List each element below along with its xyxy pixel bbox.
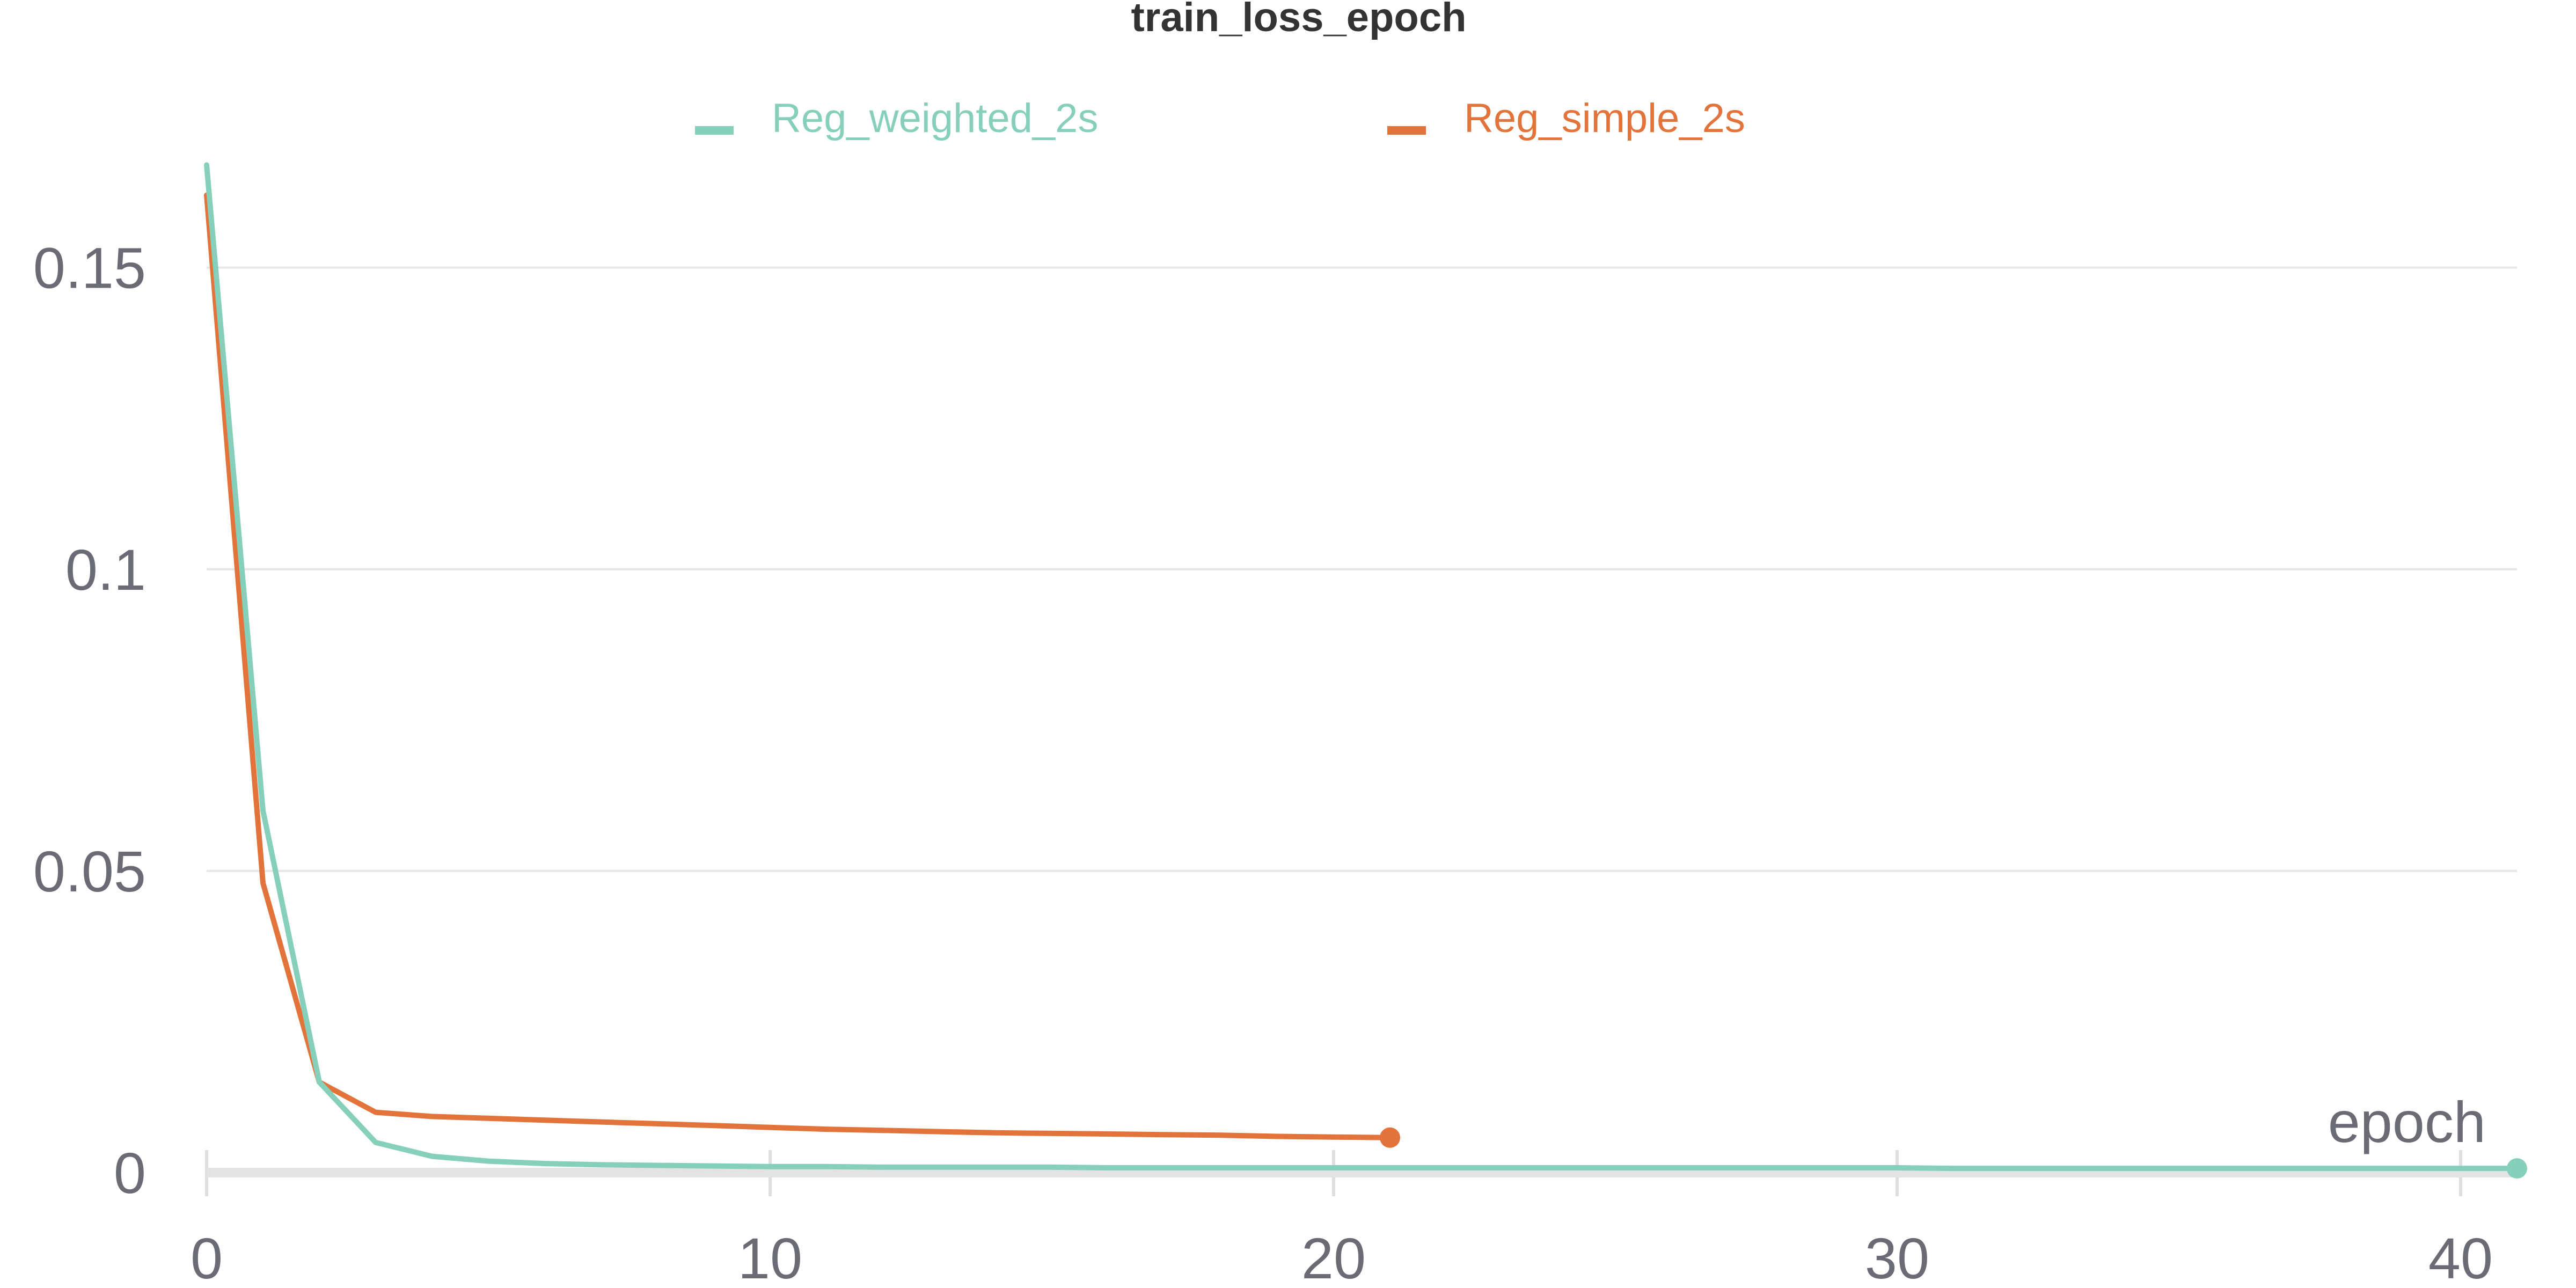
y-tick-label-0: 0 bbox=[114, 1140, 146, 1205]
x-tick-label-4: 40 bbox=[2428, 1226, 2493, 1288]
x-axis-title: epoch bbox=[2328, 1089, 2486, 1154]
series-line-1 bbox=[204, 192, 1393, 1140]
y-tick-label-1: 0.05 bbox=[33, 839, 146, 904]
grid-lines bbox=[207, 266, 2517, 872]
legend-label-1: Reg_simple_2s bbox=[1464, 96, 1745, 141]
y-tick-label-2: 0.1 bbox=[65, 537, 146, 602]
x-tick-label-2: 20 bbox=[1301, 1226, 1366, 1288]
x-axis-tick-labels: 0 10 20 30 40 bbox=[191, 1226, 2493, 1288]
x-tick-label-3: 30 bbox=[1865, 1226, 1929, 1288]
x-tick-label-1: 10 bbox=[738, 1226, 802, 1288]
y-axis-tick-labels: 0 0.05 0.1 0.15 bbox=[33, 236, 146, 1205]
series-endpoint-1 bbox=[1380, 1127, 1400, 1148]
series-line-0 bbox=[204, 162, 2520, 1172]
series-endpoint-0 bbox=[2507, 1158, 2527, 1179]
chart-title: train_loss_epoch bbox=[1131, 0, 1466, 40]
series-layer bbox=[204, 162, 2527, 1179]
legend: Reg_weighted_2s Reg_simple_2s bbox=[695, 96, 1745, 141]
y-tick-label-3: 0.15 bbox=[33, 236, 146, 301]
x-tick-label-0: 0 bbox=[191, 1226, 223, 1288]
legend-label-0: Reg_weighted_2s bbox=[772, 96, 1098, 141]
